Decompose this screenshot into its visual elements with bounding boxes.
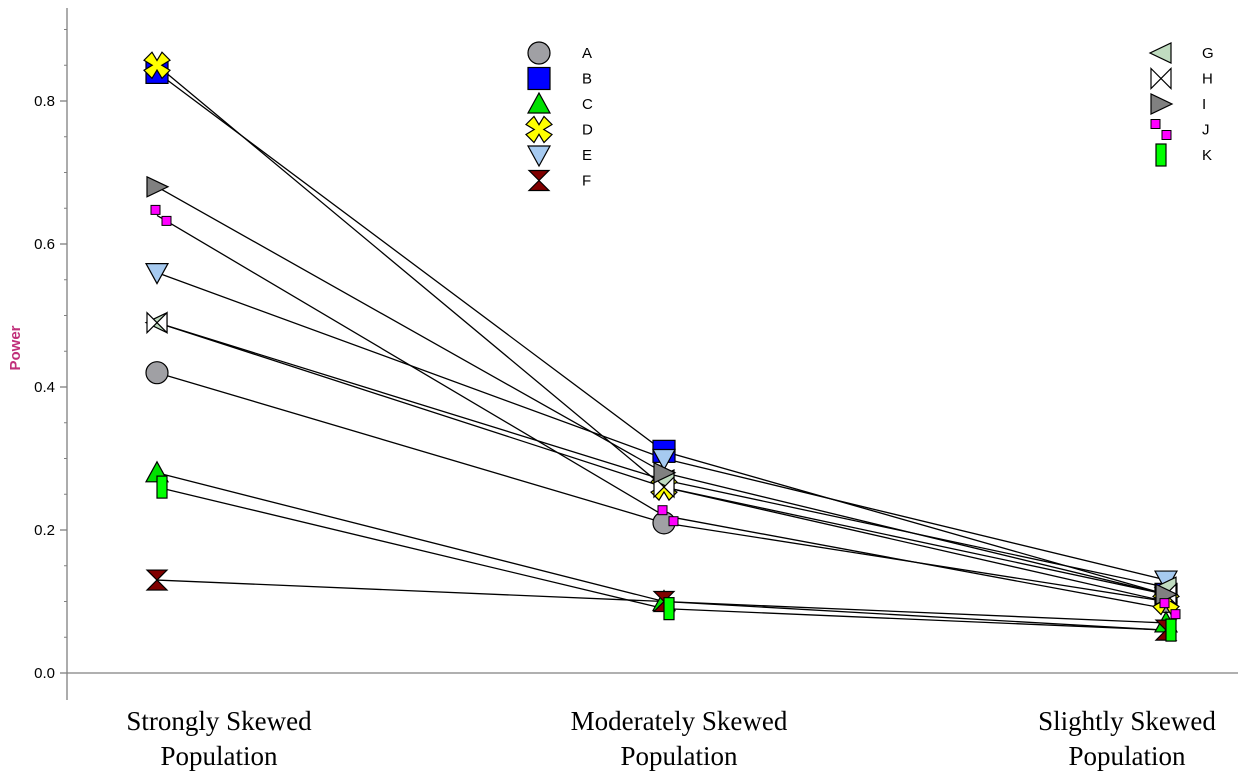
legend-label-j: J — [1202, 122, 1210, 139]
legend-label-d: D — [582, 122, 593, 139]
y-tick-label: 0.0 — [34, 665, 55, 682]
legend-label-h: H — [1202, 71, 1213, 88]
legend-label-f: F — [582, 173, 591, 190]
series-line-j — [156, 214, 1167, 610]
marker-i-2 — [653, 461, 677, 484]
series-markers — [143, 51, 1181, 642]
legend-label-b: B — [582, 71, 592, 88]
legend-label-i: I — [1202, 96, 1206, 113]
y-tick-label: 0.4 — [34, 379, 55, 396]
legend-marker-h — [1150, 67, 1172, 90]
legend-label-e: E — [582, 147, 592, 164]
marker-k-3 — [1165, 618, 1177, 642]
legend-label-k: K — [1202, 147, 1212, 164]
legend-marker-i — [1150, 93, 1174, 115]
marker-h-2 — [653, 475, 675, 499]
x-category-label: Population — [620, 741, 738, 771]
marker-j-1 — [150, 204, 172, 226]
legend-marker-f — [527, 169, 551, 192]
marker-k-1 — [156, 475, 168, 499]
x-category-label: Population — [160, 741, 278, 771]
marker-e-1 — [144, 263, 170, 285]
legend-marker-j — [1150, 119, 1172, 140]
marker-h-1 — [146, 311, 168, 335]
marker-j-3 — [1159, 598, 1181, 620]
marker-j-2 — [657, 505, 679, 527]
legend-marker-b — [527, 66, 551, 91]
x-category-label: Slightly Skewed — [1038, 706, 1216, 736]
legend-label-c: C — [582, 96, 593, 113]
y-tick-label: 0.6 — [34, 236, 55, 253]
legend-marker-k — [1155, 143, 1167, 167]
marker-f-1 — [145, 569, 169, 591]
legend-marker-g — [1148, 42, 1172, 64]
legend-marker-e — [526, 145, 552, 168]
marker-i-1 — [146, 175, 170, 198]
y-axis-label: Power — [7, 325, 24, 370]
axes: 0.0 0.2 0.4 0.6 0.8 Strongly Skewed Population… — [34, 8, 1238, 771]
marker-k-2 — [663, 597, 675, 621]
marker-d-1 — [143, 51, 171, 80]
marker-a-1 — [145, 361, 169, 385]
x-category-label: Population — [1068, 741, 1186, 771]
legend-marker-c — [526, 91, 552, 114]
y-tick-label: 0.2 — [34, 522, 55, 539]
legend-marker-a — [527, 41, 551, 65]
x-category-label: Moderately Skewed — [571, 706, 788, 736]
legend-label-g: G — [1202, 45, 1214, 62]
x-category-label: Strongly Skewed — [126, 706, 312, 736]
marker-e-2 — [651, 448, 677, 471]
series-lines — [156, 64, 1167, 631]
y-tick-label: 0.8 — [34, 93, 55, 110]
legend-label-a: A — [582, 45, 592, 62]
legend-marker-d — [525, 115, 553, 144]
